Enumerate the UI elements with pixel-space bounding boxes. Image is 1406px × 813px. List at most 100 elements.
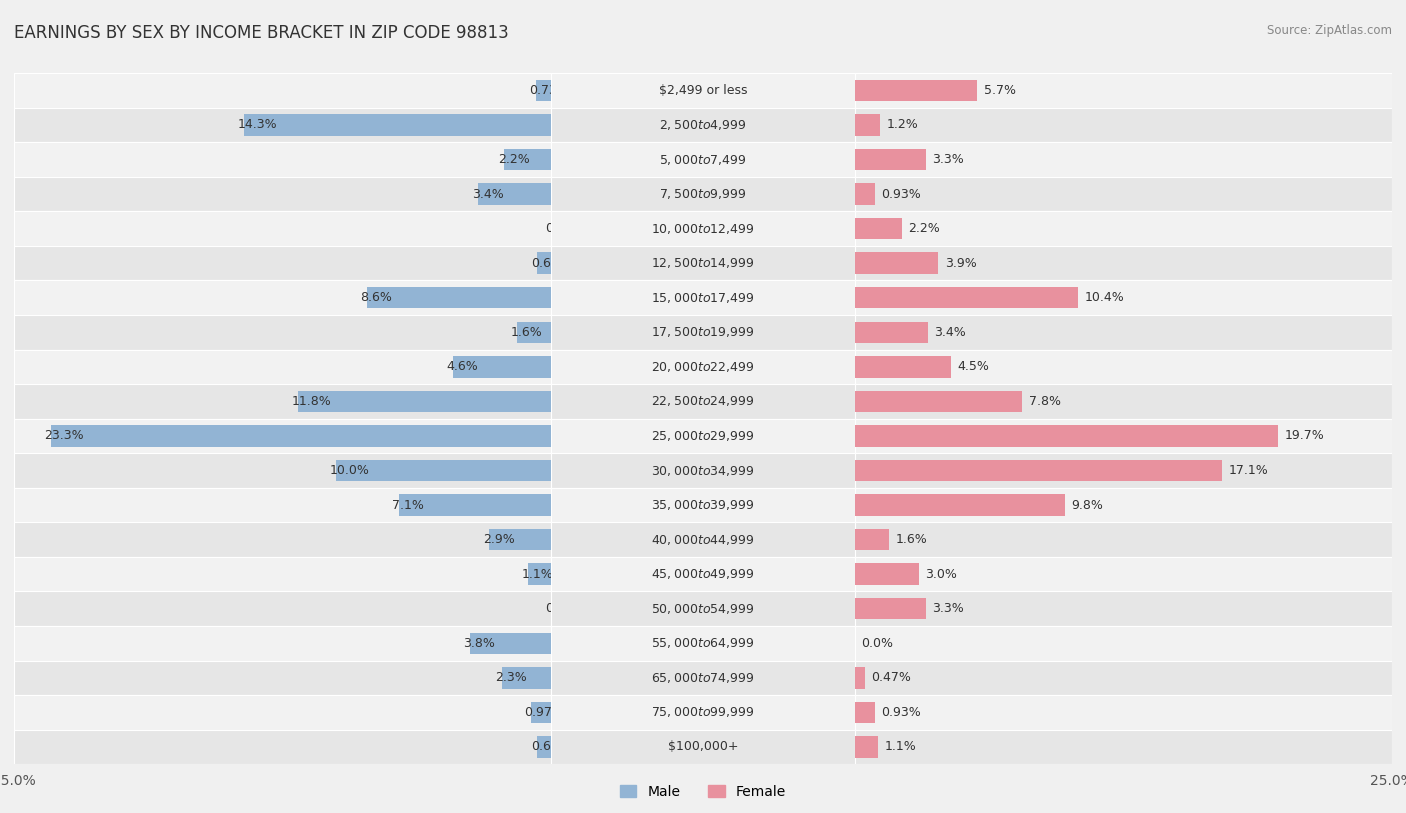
Bar: [551, 626, 855, 660]
Bar: [14, 246, 551, 280]
Text: $55,000 to $64,999: $55,000 to $64,999: [651, 637, 755, 650]
Bar: [551, 107, 855, 142]
Bar: [855, 391, 1022, 412]
Text: 23.3%: 23.3%: [44, 429, 84, 442]
Text: $12,500 to $14,999: $12,500 to $14,999: [651, 256, 755, 270]
Bar: [855, 246, 1392, 280]
Bar: [855, 529, 889, 550]
Text: 0.73%: 0.73%: [529, 84, 569, 97]
Text: 4.6%: 4.6%: [446, 360, 478, 373]
Text: 3.3%: 3.3%: [932, 153, 963, 166]
Text: 7.8%: 7.8%: [1029, 395, 1060, 408]
Bar: [51, 425, 551, 446]
Text: $100,000+: $100,000+: [668, 741, 738, 754]
Bar: [855, 315, 1392, 350]
Text: 10.0%: 10.0%: [330, 464, 370, 477]
Bar: [14, 385, 551, 419]
Bar: [14, 176, 551, 211]
Text: 2.2%: 2.2%: [908, 222, 941, 235]
Text: 10.4%: 10.4%: [1084, 291, 1125, 304]
Text: 3.0%: 3.0%: [925, 567, 957, 580]
Bar: [399, 494, 551, 515]
Text: $40,000 to $44,999: $40,000 to $44,999: [651, 533, 755, 546]
Bar: [551, 211, 855, 246]
Bar: [551, 350, 855, 385]
Bar: [470, 633, 551, 654]
Text: 1.2%: 1.2%: [887, 119, 918, 132]
Text: 0.0%: 0.0%: [546, 602, 576, 615]
Text: 1.6%: 1.6%: [510, 326, 543, 339]
Bar: [551, 142, 855, 176]
Bar: [551, 592, 855, 626]
Bar: [14, 523, 551, 557]
Bar: [551, 523, 855, 557]
Text: $7,500 to $9,999: $7,500 to $9,999: [659, 187, 747, 201]
Bar: [855, 218, 901, 239]
Text: $25,000 to $29,999: $25,000 to $29,999: [651, 429, 755, 443]
Bar: [855, 702, 875, 723]
Bar: [551, 419, 855, 454]
Bar: [502, 667, 551, 689]
Bar: [530, 702, 551, 723]
Bar: [505, 149, 551, 170]
Text: $45,000 to $49,999: $45,000 to $49,999: [651, 567, 755, 581]
Bar: [855, 287, 1078, 308]
Bar: [855, 592, 1392, 626]
Bar: [298, 391, 551, 412]
Bar: [551, 660, 855, 695]
Text: $20,000 to $22,499: $20,000 to $22,499: [651, 360, 755, 374]
Text: 0.65%: 0.65%: [531, 741, 571, 754]
Text: 0.47%: 0.47%: [872, 672, 911, 685]
Text: 0.65%: 0.65%: [531, 257, 571, 270]
Bar: [551, 557, 855, 592]
Bar: [855, 660, 1392, 695]
Text: 3.4%: 3.4%: [934, 326, 966, 339]
Bar: [855, 107, 1392, 142]
Text: 4.5%: 4.5%: [957, 360, 990, 373]
Bar: [855, 460, 1222, 481]
Bar: [537, 737, 551, 758]
Bar: [855, 350, 1392, 385]
Bar: [14, 73, 551, 107]
Bar: [14, 142, 551, 176]
Text: $75,000 to $99,999: $75,000 to $99,999: [651, 706, 755, 720]
Bar: [855, 425, 1278, 446]
Bar: [551, 176, 855, 211]
Bar: [855, 149, 925, 170]
Text: $35,000 to $39,999: $35,000 to $39,999: [651, 498, 755, 512]
Bar: [245, 115, 551, 136]
Bar: [855, 494, 1066, 515]
Bar: [855, 211, 1392, 246]
Bar: [14, 211, 551, 246]
Text: 0.93%: 0.93%: [882, 188, 921, 201]
Bar: [855, 280, 1392, 315]
Bar: [14, 350, 551, 385]
Text: 0.0%: 0.0%: [860, 637, 893, 650]
Bar: [855, 176, 1392, 211]
Bar: [855, 598, 925, 620]
Text: 3.3%: 3.3%: [932, 602, 963, 615]
Text: 0.93%: 0.93%: [882, 706, 921, 719]
Bar: [14, 557, 551, 592]
Text: $22,500 to $24,999: $22,500 to $24,999: [651, 394, 755, 408]
Text: $15,000 to $17,499: $15,000 to $17,499: [651, 291, 755, 305]
Bar: [855, 142, 1392, 176]
Bar: [14, 454, 551, 488]
Bar: [14, 488, 551, 523]
Bar: [855, 322, 928, 343]
Text: 7.1%: 7.1%: [392, 498, 425, 511]
Text: 14.3%: 14.3%: [238, 119, 277, 132]
Bar: [855, 73, 1392, 107]
Bar: [14, 315, 551, 350]
Text: $65,000 to $74,999: $65,000 to $74,999: [651, 671, 755, 685]
Bar: [517, 322, 551, 343]
Bar: [855, 737, 879, 758]
Bar: [855, 454, 1392, 488]
Bar: [14, 280, 551, 315]
Text: 2.2%: 2.2%: [498, 153, 530, 166]
Text: 2.9%: 2.9%: [482, 533, 515, 546]
Bar: [855, 730, 1392, 764]
Text: $5,000 to $7,499: $5,000 to $7,499: [659, 153, 747, 167]
Bar: [14, 592, 551, 626]
Bar: [551, 315, 855, 350]
